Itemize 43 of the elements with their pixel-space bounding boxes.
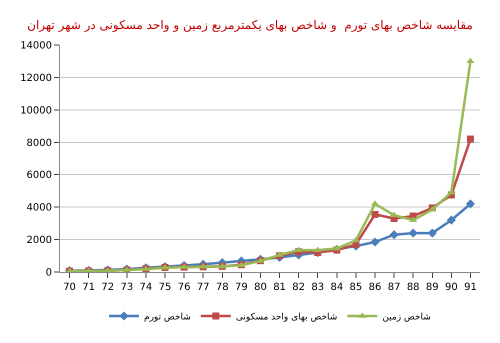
- y-tick-label: 8000: [26, 138, 52, 149]
- legend-label: شاخص تورم: [144, 312, 191, 323]
- x-tick-label: 87: [388, 282, 400, 293]
- point: [428, 228, 437, 238]
- x-tick-label: 90: [444, 282, 458, 293]
- x-tick-label: 70: [63, 282, 76, 293]
- x-tick-label: 84: [330, 282, 344, 293]
- x-tick-label: 86: [368, 282, 382, 293]
- legend-label: شاخص زمین: [382, 312, 431, 323]
- y-tick-label: 6000: [26, 170, 52, 182]
- y-tick-label: 12000: [20, 72, 52, 84]
- legend-label: شاخص بهای واحد مسکونی: [236, 312, 338, 323]
- x-tick-label: 85: [350, 282, 362, 293]
- x-tick-label: 75: [158, 282, 172, 293]
- chart-title: مقایسه شاخص بهای تورم و شاخص بهای یکمترمربع زمین و واحد مسکونی در شهر تهران: [27, 18, 473, 32]
- point: [372, 210, 378, 218]
- x-tick-label: 80: [254, 282, 267, 293]
- x-tick-label: 72: [101, 282, 114, 293]
- x-tick-label: 88: [406, 282, 420, 293]
- x-tick-label: 77: [196, 282, 210, 293]
- point: [466, 199, 475, 208]
- x-tick-label: 83: [311, 282, 324, 293]
- point: [332, 244, 341, 250]
- point: [370, 237, 380, 247]
- point: [408, 228, 418, 238]
- point: [466, 136, 474, 143]
- x-tick-label: 78: [216, 282, 229, 293]
- y-tick-label: 2000: [26, 235, 52, 246]
- x-tick-label: 79: [234, 282, 248, 293]
- x-tick-label: 89: [426, 282, 439, 293]
- y-tick-label: 14000: [20, 40, 52, 52]
- point: [390, 230, 399, 240]
- x-tick-label: 91: [464, 282, 477, 293]
- y-tick-label: 10000: [20, 105, 52, 116]
- point: [446, 216, 456, 225]
- y-tick-label: 0: [46, 268, 52, 278]
- x-tick-label: 74: [140, 282, 152, 293]
- x-tick-label: 81: [273, 282, 286, 293]
- x-tick-label: 73: [120, 282, 134, 293]
- x-tick-label: 71: [82, 282, 96, 293]
- y-tick-label: 4000: [26, 202, 52, 214]
- x-tick-label: 82: [292, 282, 306, 293]
- x-tick-label: 76: [178, 282, 190, 293]
